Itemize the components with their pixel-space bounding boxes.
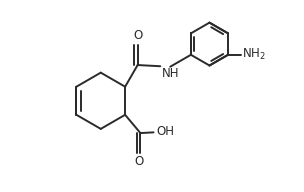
Text: NH: NH xyxy=(161,67,179,80)
Text: OH: OH xyxy=(156,125,174,138)
Text: O: O xyxy=(133,29,142,42)
Text: O: O xyxy=(134,156,143,168)
Text: NH$_2$: NH$_2$ xyxy=(242,47,266,62)
